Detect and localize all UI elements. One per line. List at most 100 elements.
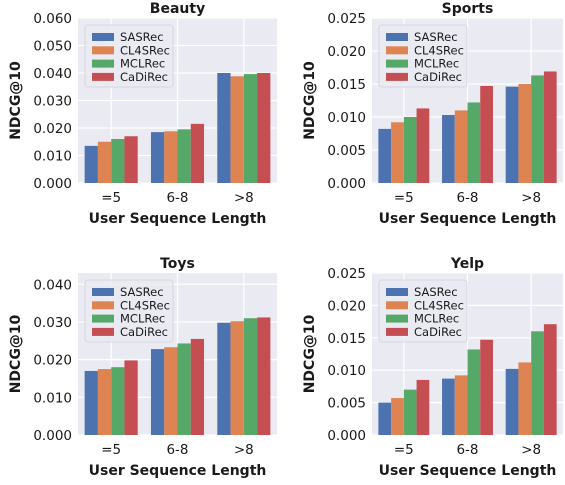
bar-cadirec-2: [543, 71, 557, 183]
bar-cadirec-0: [124, 136, 138, 183]
y-tick-label: 0.040: [33, 277, 72, 293]
x-axis-label: User Sequence Length: [379, 211, 557, 227]
x-tick-label: 6-8: [166, 190, 188, 206]
y-tick-label: 0.060: [33, 11, 72, 27]
legend-swatch: [92, 72, 114, 81]
chart-panel-toys: 0.000 0.010 0.020 0.030 0.040 =5 6-8 >8 Toys User…: [8, 256, 277, 479]
bar-cadirec-0: [124, 360, 138, 435]
x-tick-label: =5: [101, 190, 121, 206]
legend-label: CL4SRec: [120, 43, 170, 57]
bar-mclrec-2: [243, 74, 258, 183]
y-axis-label: NDCG@10: [302, 61, 318, 140]
y-tick-label: 0.010: [327, 110, 366, 126]
legend-label: CaDiRec: [120, 325, 168, 339]
y-tick-label: 0.010: [33, 149, 72, 165]
bar-cadirec-1: [480, 85, 493, 183]
y-tick-label: 0.005: [327, 396, 366, 412]
bar-sasrec-2: [505, 86, 519, 183]
chart-title: Sports: [442, 1, 494, 17]
y-axis-label: NDCG@10: [8, 314, 24, 393]
legend-swatch: [92, 288, 114, 296]
legend-swatch: [386, 314, 408, 323]
bar-sasrec-0: [378, 402, 392, 435]
y-tick-label: 0.020: [327, 44, 366, 60]
bar-cl4srec-1: [454, 110, 468, 183]
legend-label: SASRec: [120, 285, 164, 299]
bar-cl4srec-0: [97, 369, 112, 435]
bar-sasrec-1: [150, 132, 165, 183]
chart-title: Toys: [160, 256, 195, 272]
chart-panel-sports: 0.000 0.005 0.010 0.015 0.020 0.025 =5 6-8 >8 Spo…: [302, 1, 563, 227]
x-tick-label: 6-8: [166, 442, 188, 458]
x-tick-label: >8: [234, 442, 254, 458]
legend-label: MCLRec: [414, 312, 459, 326]
legend-swatch: [92, 33, 114, 41]
y-tick-label: 0.025: [327, 266, 366, 282]
y-tick-label: 0.000: [33, 176, 72, 192]
bar-cadirec-0: [416, 108, 430, 183]
bar-mclrec-1: [177, 129, 191, 183]
legend-swatch: [386, 46, 408, 55]
legend-swatch: [92, 46, 114, 55]
legend-label: SASRec: [414, 30, 458, 44]
bar-sasrec-1: [150, 349, 165, 435]
bar-cl4srec-1: [164, 347, 178, 435]
legend-label: CL4SRec: [414, 298, 464, 312]
y-axis-label: NDCG@10: [8, 61, 24, 140]
y-tick-label: 0.040: [33, 66, 72, 82]
bar-sasrec-2: [217, 73, 231, 183]
y-tick-label: 0.025: [327, 11, 366, 27]
legend-label: MCLRec: [120, 57, 165, 71]
y-tick-label: 0.020: [33, 121, 72, 137]
bar-mclrec-1: [177, 343, 191, 435]
y-tick-label: 0.005: [327, 143, 366, 159]
bar-cl4srec-0: [391, 122, 404, 183]
bar-cadirec-0: [416, 379, 430, 435]
bar-sasrec-0: [84, 370, 98, 435]
legend-label: CaDiRec: [414, 325, 462, 339]
y-tick-label: 0.015: [327, 77, 366, 93]
legend-swatch: [386, 288, 408, 296]
legend-swatch: [92, 314, 114, 323]
chart-title: Beauty: [150, 1, 205, 17]
y-tick-label: 0.010: [33, 390, 72, 406]
y-tick-label: 0.030: [33, 315, 72, 331]
legend-label: SASRec: [414, 285, 458, 299]
bar-mclrec-1: [467, 102, 481, 183]
legend-swatch: [92, 327, 114, 336]
bar-mclrec-2: [243, 318, 258, 435]
x-tick-label: 6-8: [456, 442, 478, 458]
bar-cl4srec-2: [230, 76, 244, 183]
legend-swatch: [386, 301, 408, 310]
y-axis-label: NDCG@10: [302, 314, 318, 393]
legend-label: SASRec: [120, 30, 164, 44]
chart-title: Yelp: [450, 256, 484, 272]
y-tick-label: 0.015: [327, 331, 366, 347]
x-tick-label: 6-8: [456, 190, 478, 206]
legend-swatch: [92, 59, 114, 68]
bar-mclrec-0: [403, 117, 417, 183]
y-tick-label: 0.000: [33, 428, 72, 444]
legend-swatch: [386, 33, 408, 41]
bar-cadirec-2: [543, 324, 557, 435]
bar-sasrec-2: [505, 368, 519, 435]
legend-label: CL4SRec: [120, 298, 170, 312]
legend-label: CaDiRec: [120, 70, 168, 84]
chart-panel-beauty: 0.000 0.010 0.020 0.030 0.040 0.050 0.060 =5 6-8…: [8, 1, 277, 227]
bar-cadirec-1: [190, 123, 205, 183]
legend-label: CL4SRec: [414, 43, 464, 57]
legend-swatch: [386, 327, 408, 336]
legend-label: MCLRec: [414, 57, 459, 71]
bar-mclrec-1: [467, 349, 481, 435]
x-tick-label: =5: [101, 442, 121, 458]
y-tick-label: 0.020: [327, 298, 366, 314]
bar-cadirec-2: [257, 317, 271, 435]
x-tick-label: >8: [521, 190, 541, 206]
y-tick-label: 0.010: [327, 363, 366, 379]
x-axis-label: User Sequence Length: [89, 463, 267, 479]
bar-sasrec-0: [378, 128, 392, 183]
bar-mclrec-0: [111, 367, 125, 435]
bar-mclrec-2: [531, 331, 544, 435]
x-axis-label: User Sequence Length: [379, 463, 557, 479]
